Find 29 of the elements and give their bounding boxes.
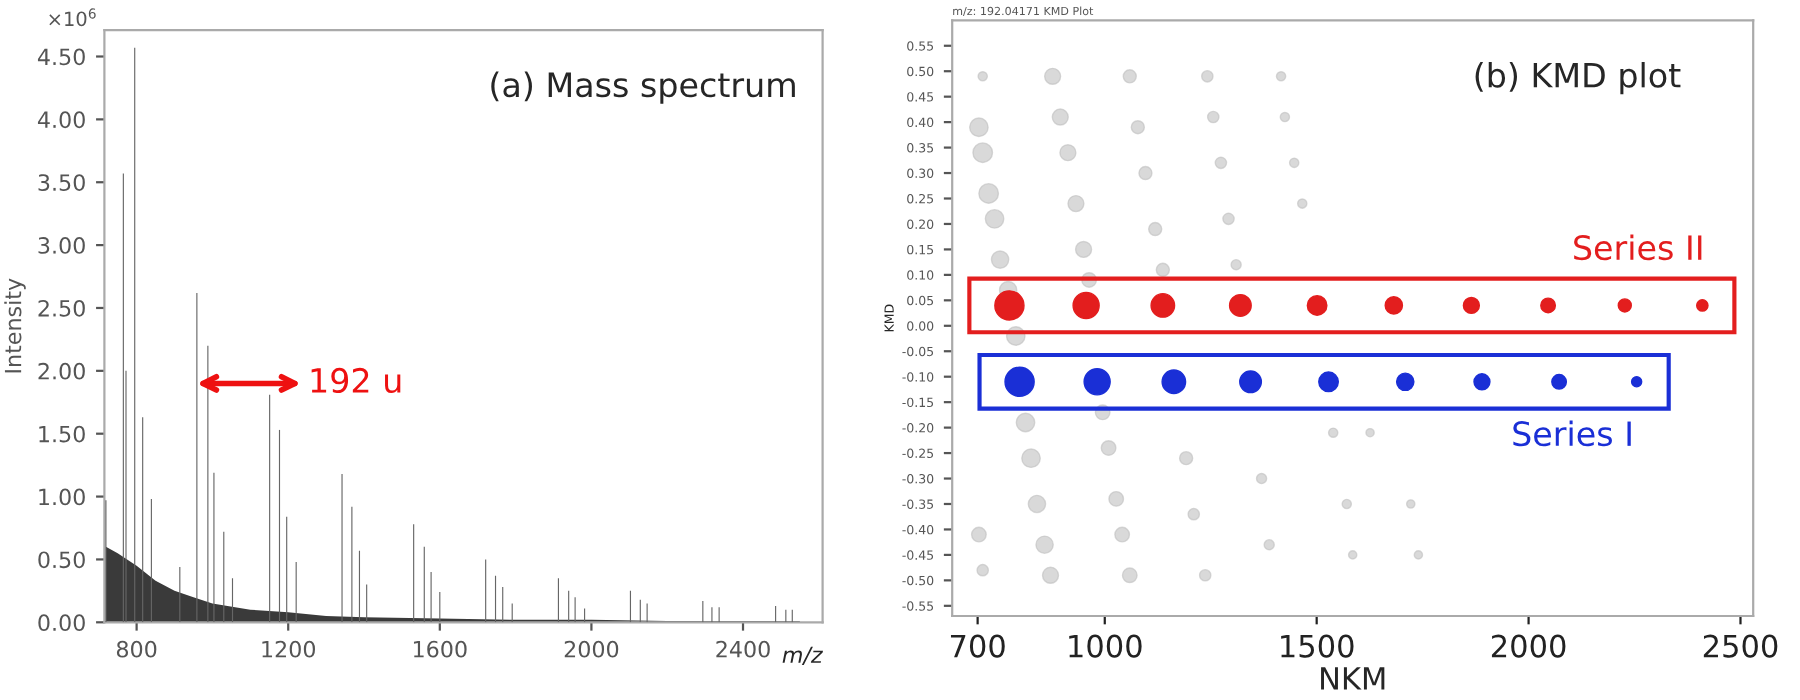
y-tick-label: 3.00 <box>38 237 85 254</box>
y-tick-label: 0.50 <box>38 551 85 569</box>
text: (b) KMD plot <box>1475 62 1681 95</box>
x-tick-label: 1000 <box>1069 634 1142 658</box>
y-tick-label: 3.50 <box>38 174 85 191</box>
x-tick-label: 2500 <box>1703 634 1778 658</box>
x-tick-label: 800 <box>116 640 157 658</box>
x-tick-label: 1200 <box>262 640 316 658</box>
x-tick-label: 700 <box>950 634 1005 658</box>
x-axis-title: m/z <box>782 646 823 665</box>
annotation: 192 u <box>311 367 401 394</box>
x-tick-label: 2400 <box>716 640 770 658</box>
x-tick-label: 2000 <box>564 640 619 658</box>
y-tick-label: 4.50 <box>37 48 85 66</box>
y-tick-label: 0.00 <box>38 614 85 632</box>
y-tick-label: 2.50 <box>38 299 85 317</box>
y-tick-label: 1.00 <box>39 488 85 506</box>
text: (a) Mass spectrum <box>491 71 795 104</box>
x-tick-label: 1600 <box>413 640 467 658</box>
text: ×10$^{6}$ <box>49 8 96 27</box>
y-tick-label: 4.00 <box>37 111 85 129</box>
y-tick-label: 2.00 <box>38 362 85 380</box>
series-label: Series II <box>1574 234 1702 261</box>
series-label: Series I <box>1513 420 1631 447</box>
y-tick-label: 1.50 <box>39 425 85 443</box>
y-axis-title: Intensity <box>4 278 26 373</box>
x-axis-title: NKM <box>1321 667 1385 690</box>
x-tick-label: 1500 <box>1281 634 1354 658</box>
x-tick-label: 2000 <box>1491 634 1566 658</box>
